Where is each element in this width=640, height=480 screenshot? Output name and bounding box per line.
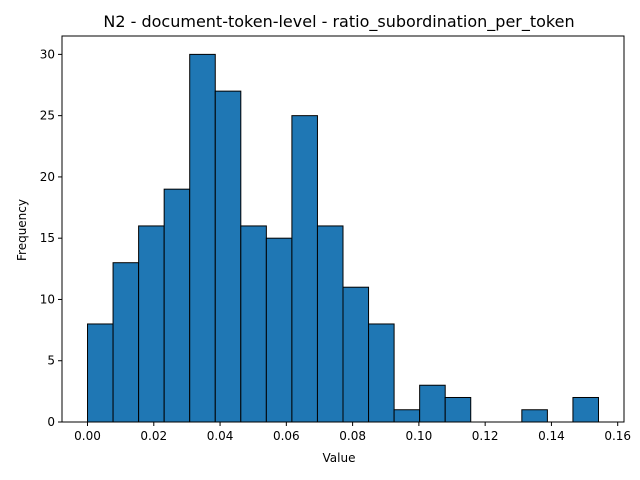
bars-group (87, 53, 599, 423)
histogram-bar (368, 323, 395, 423)
y-tick-label: 10 (40, 292, 55, 306)
y-axis-label: Frequency (15, 199, 29, 261)
chart-title: N2 - document-token-level - ratio_subord… (103, 12, 574, 32)
y-tick-label: 20 (40, 170, 55, 184)
y-axis: 0 5 10 15 20 25 30 (40, 47, 62, 429)
histogram-bar (112, 262, 140, 423)
y-tick-label: 30 (40, 47, 55, 61)
y-tick-label: 25 (40, 109, 55, 123)
x-tick-label: 0.00 (74, 429, 101, 443)
x-tick-label: 0.12 (472, 429, 499, 443)
x-tick-label: 0.14 (538, 429, 565, 443)
x-tick-label: 0.10 (406, 429, 433, 443)
x-tick-label: 0.02 (140, 429, 167, 443)
histogram-bar (291, 115, 318, 423)
histogram-bar (572, 396, 599, 423)
histogram-bar (163, 188, 191, 423)
x-tick-label: 0.04 (207, 429, 234, 443)
histogram-bar (214, 90, 242, 423)
y-tick-label: 5 (47, 354, 55, 368)
y-tick-label: 0 (47, 415, 55, 429)
histogram-bar (316, 225, 344, 423)
histogram-bar (521, 409, 548, 423)
histogram-bar (265, 237, 293, 423)
histogram-bar (393, 409, 421, 423)
histogram-bar (138, 225, 165, 423)
x-tick-label: 0.08 (339, 429, 366, 443)
histogram-bar (189, 53, 216, 423)
histogram-bar (419, 384, 446, 423)
histogram-bar (342, 286, 370, 423)
x-tick-label: 0.16 (604, 429, 631, 443)
x-axis: 0.00 0.02 0.04 0.06 0.08 0.10 0.12 0.14 0.16 (74, 422, 631, 443)
x-tick-label: 0.06 (273, 429, 300, 443)
histogram-bar (240, 225, 267, 423)
y-tick-label: 15 (40, 231, 55, 245)
histogram-bar (444, 396, 472, 423)
x-axis-label: Value (323, 451, 356, 465)
plot-frame (61, 35, 625, 423)
histogram-bar (87, 323, 114, 423)
